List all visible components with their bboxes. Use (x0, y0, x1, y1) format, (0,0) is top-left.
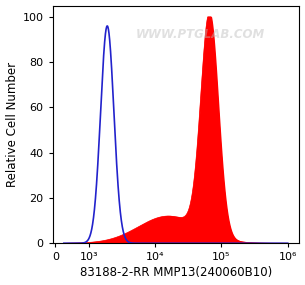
X-axis label: 83188-2-RR MMP13(240060B10): 83188-2-RR MMP13(240060B10) (80, 266, 272, 280)
Y-axis label: Relative Cell Number: Relative Cell Number (5, 62, 19, 187)
Text: WWW.PTGLAB.COM: WWW.PTGLAB.COM (136, 28, 265, 40)
